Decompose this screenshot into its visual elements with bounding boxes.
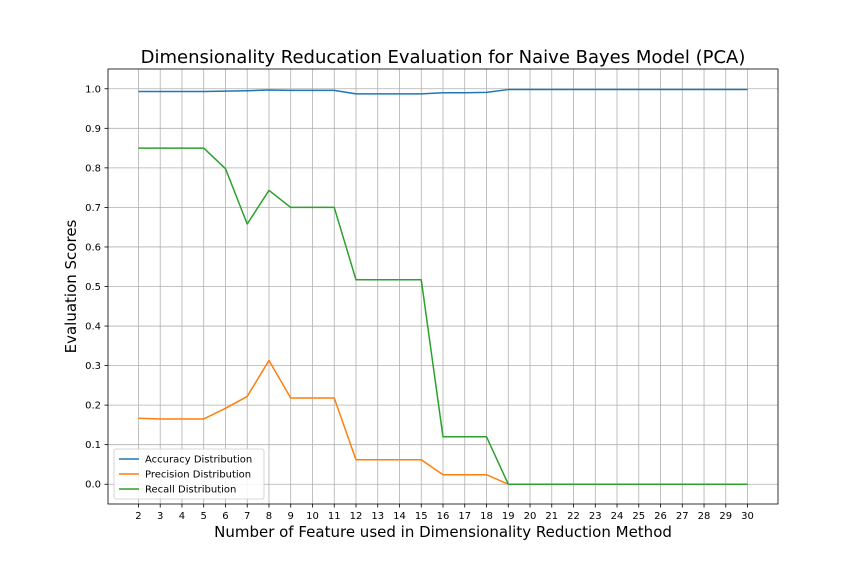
x-tick-label: 6 [222, 511, 228, 522]
x-tick-label: 8 [266, 511, 272, 522]
x-tick-label: 21 [545, 511, 558, 522]
series-line-accuracy-distribution [138, 88, 748, 95]
y-tick-label: 0.2 [85, 401, 101, 412]
y-tick-label: 0.9 [85, 124, 101, 135]
x-tick-label: 11 [328, 511, 341, 522]
x-tick-label: 16 [437, 511, 450, 522]
grid [108, 69, 778, 504]
x-tick-label: 3 [157, 511, 163, 522]
x-tick-label: 17 [458, 511, 471, 522]
y-tick-label: 0.7 [85, 203, 101, 214]
legend-label: Recall Distribution [145, 485, 236, 496]
x-tick-label: 18 [480, 511, 493, 522]
x-tick-label: 25 [632, 511, 645, 522]
legend: Accuracy Distribution Precision Distribut… [113, 448, 265, 500]
x-tick-label: 24 [611, 511, 624, 522]
legend-label: Precision Distribution [145, 470, 251, 481]
x-axis-title: Number of Feature used in Dimensionality… [214, 523, 672, 541]
y-tick-label: 0.3 [85, 361, 101, 372]
y-tick-label: 1.0 [85, 84, 101, 95]
x-tick-label: 29 [719, 511, 732, 522]
x-tick-label: 12 [350, 511, 363, 522]
y-tick-label: 0.0 [85, 480, 101, 491]
x-tick-label: 9 [288, 511, 294, 522]
x-tick-label: 23 [589, 511, 602, 522]
x-tick-label: 15 [415, 511, 428, 522]
y-axis-title: Evaluation Scores [62, 219, 80, 353]
x-tick-label: 30 [741, 511, 754, 522]
axis-ticks: 2 3 4 5 6 7 8 9 10 11 12 13 14 15 16 17 18 19 20 21 22 23 24 25… [85, 84, 754, 522]
x-tick-label: 20 [524, 511, 537, 522]
series-lines [138, 88, 748, 485]
x-tick-label: 26 [654, 511, 667, 522]
legend-box [113, 448, 265, 500]
x-tick-label: 7 [244, 511, 250, 522]
x-tick-label: 28 [698, 511, 711, 522]
x-tick-label: 10 [306, 511, 319, 522]
y-tick-label: 0.8 [85, 163, 101, 174]
y-tick-label: 0.4 [85, 322, 101, 333]
x-tick-label: 2 [135, 511, 141, 522]
x-tick-label: 5 [201, 511, 207, 522]
y-tick-label: 0.1 [85, 440, 101, 451]
legend-label: Accuracy Distribution [145, 455, 252, 466]
y-tick-label: 0.6 [85, 242, 101, 253]
x-tick-label: 13 [371, 511, 384, 522]
x-tick-label: 14 [393, 511, 406, 522]
x-tick-label: 27 [676, 511, 689, 522]
series-line-recall-distribution [138, 147, 748, 485]
x-tick-label: 4 [179, 511, 185, 522]
x-tick-label: 19 [502, 511, 515, 522]
chart-title: Dimensionality Reducation Evaluation for… [141, 47, 746, 68]
x-tick-label: 22 [567, 511, 580, 522]
y-tick-label: 0.5 [85, 282, 101, 293]
